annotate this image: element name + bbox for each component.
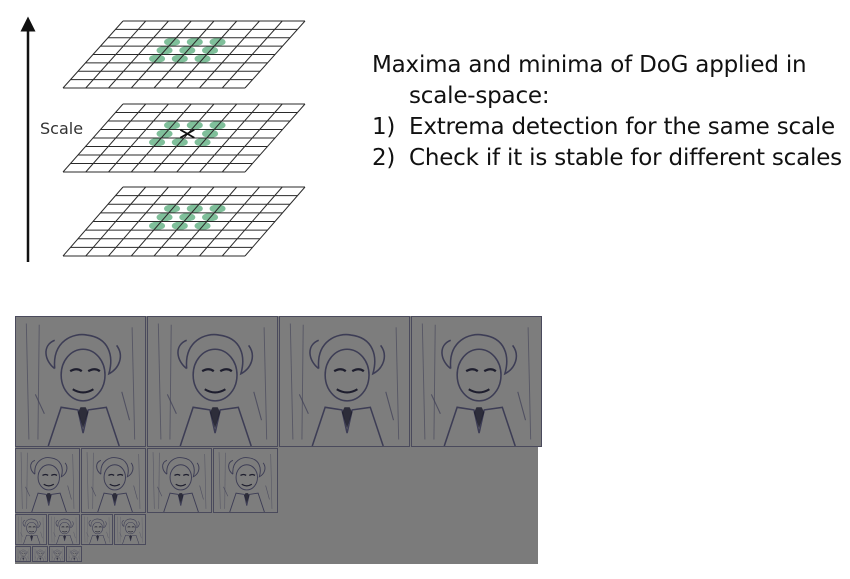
grid-column-line (176, 103, 238, 173)
caption-item-1: 1) Extrema detection for the same scale (372, 112, 842, 143)
dog-image-tile (81, 514, 113, 545)
grid-column-line (221, 103, 283, 173)
caption-item-2-number: 2) (372, 145, 396, 171)
dog-image-tile (15, 546, 31, 562)
caption-item-2: 2) Check if it is stable for different sc… (372, 143, 842, 174)
grid-column-line (199, 103, 260, 173)
dog-image-tile (147, 448, 212, 513)
grid-column-line (176, 186, 238, 257)
grid-column-line (153, 20, 215, 89)
grid-column-line (244, 20, 306, 89)
dog-image-tile (81, 448, 146, 513)
dog-image-tile (15, 514, 47, 545)
grid-current-scale (62, 103, 306, 173)
caption-item-1-text: Extrema detection for the same scale (409, 114, 836, 140)
dog-image-tile (114, 514, 146, 545)
dog-image-tile (213, 448, 278, 513)
grid-column-line (176, 20, 238, 89)
grid-column-line (244, 186, 306, 257)
caption-line-2: scale-space: (409, 83, 550, 109)
grid-column-line (244, 103, 306, 173)
caption-item-1-number: 1) (372, 114, 396, 140)
grid-column-line (221, 20, 283, 89)
grid-scale-below (62, 186, 306, 257)
caption-item-2-text: Check if it is stable for different scal… (409, 145, 842, 171)
dog-image-tile (66, 546, 82, 562)
center-pixel-x-mark (179, 128, 195, 139)
dog-image-tile (15, 448, 80, 513)
grid-column-line (199, 20, 260, 89)
dog-image-tile (48, 514, 80, 545)
dog-image-tile (279, 316, 410, 447)
dog-image-tile (49, 546, 65, 562)
scale-axis-label: Scale (40, 119, 83, 138)
scale-space-diagram: Scale (20, 16, 306, 262)
grid-column-line (153, 103, 215, 173)
caption-text: Maxima and minima of DoG applied in scal… (372, 50, 842, 174)
dog-image-tile (147, 316, 278, 447)
dog-image-tile (32, 546, 48, 562)
grid-column-line (199, 186, 260, 257)
dog-image-tile (411, 316, 542, 447)
grid-column-line (153, 186, 215, 257)
dog-pyramid-image (15, 316, 542, 564)
grid-column-line (221, 186, 283, 257)
caption-line-1: Maxima and minima of DoG applied in (372, 52, 807, 78)
grid-scale-above (62, 20, 306, 89)
dog-image-tile (15, 316, 146, 447)
